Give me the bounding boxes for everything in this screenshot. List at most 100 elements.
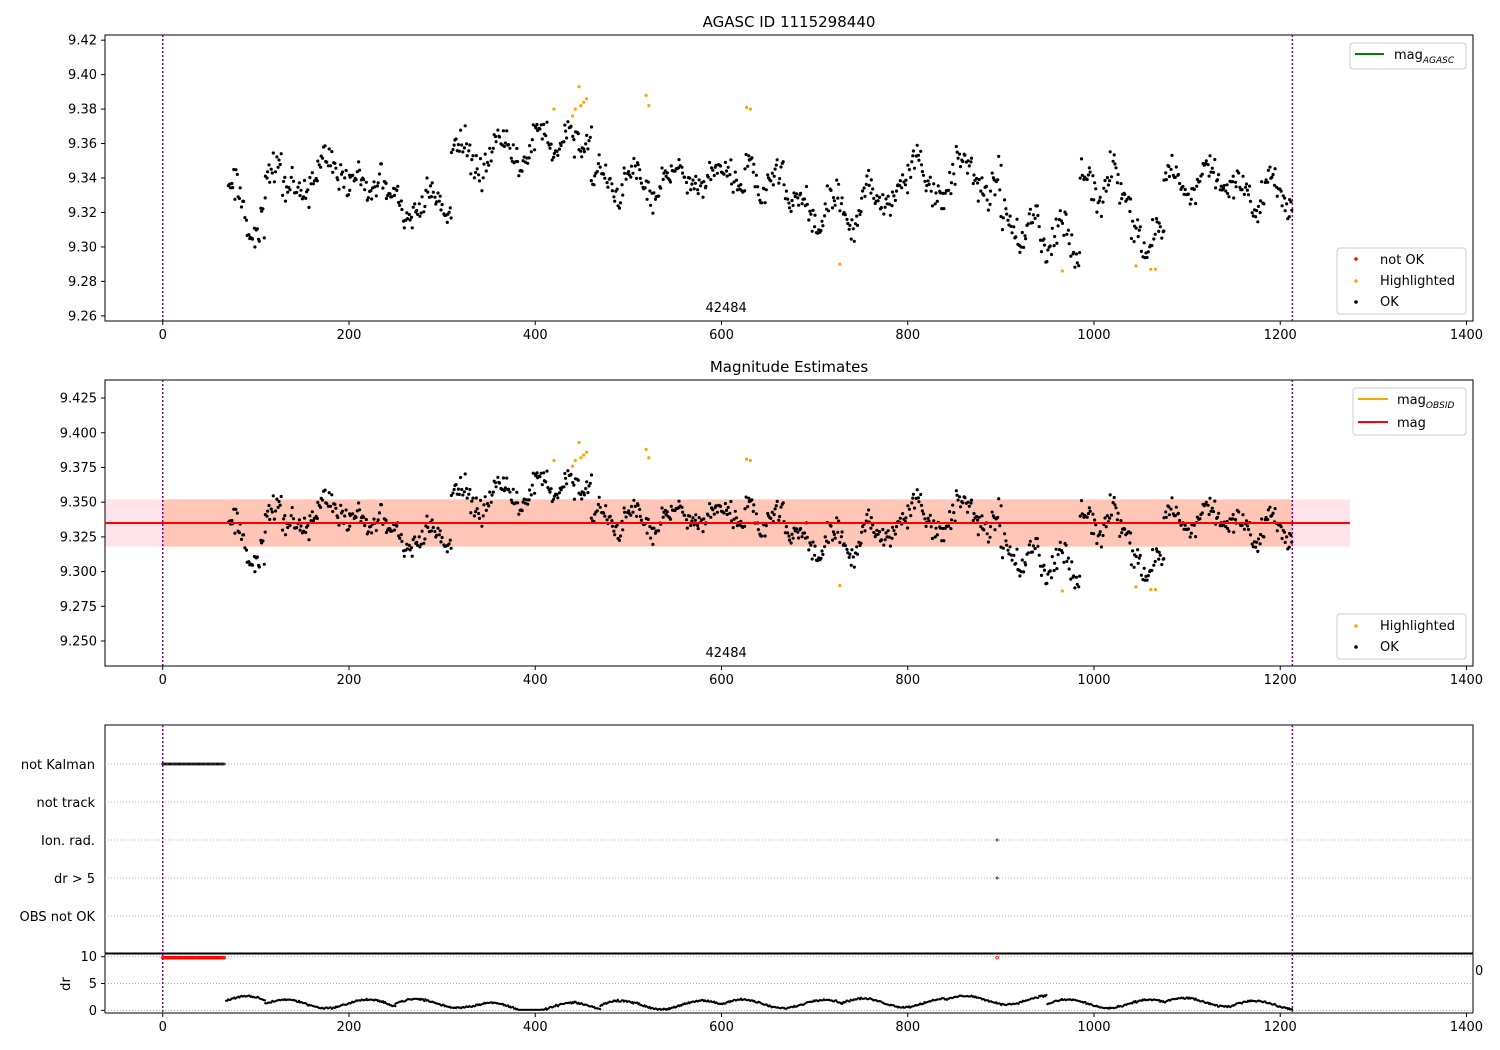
ok-point (281, 193, 285, 197)
ok-point (289, 175, 293, 179)
ok-point (340, 509, 345, 513)
dr-point (636, 1001, 639, 1004)
ok-point (556, 496, 560, 500)
ok-point (1266, 508, 1270, 512)
ok-point (608, 176, 612, 181)
ok-point (544, 134, 548, 138)
ok-point (260, 209, 264, 213)
ok-point (734, 178, 739, 182)
ok-point (855, 223, 860, 227)
ok-point (1114, 506, 1118, 510)
ok-point (535, 471, 539, 475)
ok-point (1246, 193, 1251, 197)
ok-point (528, 144, 532, 148)
ok-point (892, 194, 896, 198)
ok-point (1092, 198, 1096, 202)
ok-point (304, 196, 308, 200)
ok-point (1027, 543, 1031, 547)
ok-point (377, 511, 382, 515)
ok-point (1215, 515, 1220, 520)
ok-point (1275, 194, 1279, 198)
highlighted-point (584, 97, 589, 101)
ok-point (997, 154, 1001, 158)
highlighted-point (1134, 264, 1138, 268)
ok-point (1066, 556, 1070, 560)
legend-label-not-ok: not OK (1380, 253, 1425, 268)
ok-point (452, 487, 456, 492)
ok-point (1285, 202, 1289, 206)
ok-point (1219, 184, 1223, 188)
ok-point (566, 120, 570, 124)
ok-point (597, 495, 601, 499)
ok-point (733, 509, 737, 513)
ok-point (474, 170, 478, 175)
ok-point (1072, 574, 1076, 578)
x-tick-label: 1400 (1450, 1020, 1483, 1035)
dr-point (1037, 996, 1040, 999)
ok-point (1132, 565, 1136, 569)
ok-point (483, 495, 487, 499)
ok-point (1079, 499, 1084, 503)
ok-point (426, 190, 430, 194)
highlighted-point (1060, 269, 1064, 273)
x-tick-label: 800 (895, 328, 920, 343)
ok-point (311, 519, 315, 523)
ok-point (1213, 499, 1217, 503)
ok-point (1087, 506, 1091, 510)
ok-point (463, 124, 467, 128)
ok-point (440, 203, 444, 207)
ok-point (805, 535, 809, 539)
ok-point (634, 176, 639, 180)
highlighted-point (644, 447, 648, 451)
ok-point (1101, 200, 1105, 204)
ok-point (462, 490, 466, 494)
ok-point (787, 534, 791, 538)
ok-point (309, 182, 313, 186)
ok-point (867, 168, 871, 173)
ok-point (923, 517, 927, 521)
ok-point (355, 170, 359, 174)
ok-point (694, 174, 698, 178)
ok-point (952, 172, 956, 176)
ok-point (555, 493, 559, 497)
ok-point (681, 171, 685, 175)
ok-point (929, 525, 933, 529)
ok-point (875, 194, 879, 198)
ok-point (1064, 543, 1068, 547)
ok-point (307, 538, 311, 542)
ok-point (1018, 250, 1022, 254)
ok-point (933, 202, 937, 206)
ok-point (881, 527, 885, 532)
highlighted-point (1153, 267, 1157, 271)
ok-point (449, 546, 453, 550)
ok-point (951, 503, 955, 507)
ok-point (718, 504, 723, 508)
ok-point (484, 508, 488, 512)
ok-point (1154, 547, 1159, 551)
ok-point (860, 196, 864, 200)
ok-point (781, 160, 785, 164)
ok-point (490, 493, 494, 497)
ok-point (861, 189, 865, 193)
ok-point (953, 519, 957, 523)
ok-point (1211, 510, 1216, 514)
dr-point (1291, 1008, 1294, 1011)
ok-point (262, 562, 266, 566)
ok-point (270, 510, 274, 514)
ok-point (1176, 511, 1180, 515)
ok-point (750, 156, 754, 160)
ok-point (961, 159, 965, 164)
ok-point (1289, 533, 1293, 537)
ok-point (582, 147, 586, 151)
dr-point (270, 1001, 273, 1004)
ok-point (826, 209, 831, 213)
ok-point (1006, 548, 1010, 552)
ok-point (474, 496, 478, 500)
ok-point (915, 488, 919, 492)
ok-point (860, 530, 864, 534)
ok-point (377, 172, 382, 176)
ok-point (684, 518, 689, 522)
ok-point (552, 155, 556, 159)
ok-point (772, 513, 776, 517)
